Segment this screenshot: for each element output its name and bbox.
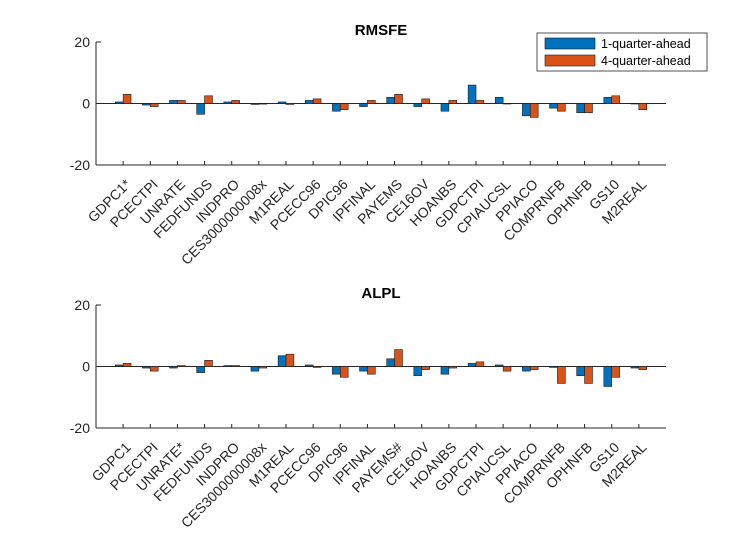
rmsfe-bar-series1-comprnfb — [549, 103, 558, 109]
rmsfe-bar-series2-ipfinal — [367, 100, 376, 104]
rmsfe-bar-series2-pcectpi — [149, 103, 159, 107]
alpl-bar-series1-pcecc96 — [304, 364, 314, 367]
legend-label-series1: 1-quarter-ahead — [601, 37, 691, 51]
alpl-bar-series1-pcectpi — [142, 366, 151, 369]
rmsfe-bar-series1-unrate — [169, 100, 178, 104]
rmsfe-bar-series1-m2real — [630, 103, 640, 105]
legend-swatch-series1 — [544, 37, 596, 50]
alpl-bar-series2-cpiaucsl — [502, 366, 512, 372]
rmsfe-bar-series2-fedfunds — [204, 95, 213, 104]
rmsfe-bar-series1-cpiaucsl — [494, 97, 504, 104]
rmsfe-bar-series1-gdpc1 — [114, 101, 124, 104]
alpl-bar-series1-dpic96 — [332, 366, 341, 375]
alpl-bar-series2-ipfinal — [367, 366, 376, 375]
alpl-bar-series2-dpic96 — [339, 366, 349, 378]
alpl-bar-series2-comprnfb — [557, 366, 566, 384]
rmsfe-bar-series1-fedfunds — [196, 103, 205, 115]
rmsfe-bar-series2-hoanbs — [448, 100, 458, 104]
rmsfe-y-tick-label: -20 — [70, 157, 90, 173]
alpl-bar-series1-comprnfb — [549, 366, 558, 368]
rmsfe-bar-series2-m2real — [638, 103, 648, 110]
rmsfe-bar-series2-unrate — [177, 100, 186, 104]
alpl-bar-series2-gdpctpi — [475, 361, 485, 367]
legend-label-series2: 4-quarter-ahead — [601, 54, 691, 68]
alpl-bar-series2-m1real — [285, 353, 295, 367]
alpl-bar-series1-hoanbs — [440, 366, 450, 375]
rmsfe-bar-series1-ppiaco — [522, 103, 531, 117]
rmsfe-bar-series1-pcectpi — [142, 103, 151, 106]
rmsfe-bar-series2-m1real — [285, 103, 295, 105]
rmsfe-bar-series1-hoanbs — [440, 103, 450, 112]
alpl-bar-series1-m2real — [630, 366, 640, 369]
alpl-bar-series2-m2real — [638, 366, 648, 370]
alpl-bar-series1-ce16ov — [413, 366, 423, 377]
rmsfe-bar-series1-ce16ov — [413, 103, 423, 107]
rmsfe-title: RMSFE — [355, 22, 408, 39]
rmsfe-y-tick-label: 0 — [82, 96, 90, 112]
alpl-bar-series1-gdpc1 — [114, 364, 124, 367]
alpl-bar-series2-gdpc1 — [122, 363, 132, 367]
alpl-bar-series2-hoanbs — [448, 366, 458, 369]
rmsfe-bar-series2-ce16ov — [421, 98, 430, 104]
alpl-chart: ALPL-20020GDPC1PCECTPIUNRATE*FEDFUNDSIND… — [70, 285, 666, 531]
rmsfe-bar-series1-gs10 — [603, 97, 613, 104]
alpl-bar-series2-fedfunds — [204, 360, 213, 367]
rmsfe-bar-series1-dpic96 — [332, 103, 341, 112]
rmsfe-y-tick-label: 20 — [74, 34, 90, 50]
rmsfe-bar-series2-indpro — [231, 100, 240, 104]
alpl-bar-series2-gs10 — [611, 366, 620, 378]
alpl-y-tick-label: 20 — [74, 297, 90, 313]
rmsfe-bar-series1-ces3000000008x — [250, 103, 260, 105]
alpl-bar-series2-ppiaco — [529, 366, 539, 370]
legend: 1-quarter-ahead 4-quarter-ahead — [536, 32, 708, 72]
rmsfe-bar-series2-pcecc96 — [312, 98, 322, 104]
alpl-bar-series1-ppiaco — [522, 366, 531, 372]
rmsfe-bar-series2-ppiaco — [529, 103, 539, 118]
alpl-bar-series1-gs10 — [603, 366, 613, 387]
alpl-bar-series1-ophnfb — [576, 366, 585, 377]
rmsfe-bar-series1-payems — [386, 97, 395, 104]
rmsfe-bar-series2-comprnfb — [557, 103, 566, 112]
alpl-y-tick-label: -20 — [70, 420, 90, 436]
alpl-bar-series1-indpro — [223, 365, 233, 367]
alpl-bar-series1-unrate — [169, 366, 178, 369]
alpl-y-tick-label: 0 — [82, 359, 90, 375]
rmsfe-bar-series1-pcecc96 — [304, 100, 314, 104]
alpl-bar-series2-pcecc96 — [312, 366, 322, 368]
rmsfe-bar-series2-payems — [394, 93, 403, 104]
rmsfe-bar-series1-gdpctpi — [467, 84, 477, 104]
alpl-bar-series2-unrate — [177, 365, 186, 367]
alpl-bar-series1-ces3000000008x — [250, 366, 260, 372]
rmsfe-bar-series2-gdpctpi — [475, 100, 485, 104]
alpl-bar-series1-ipfinal — [359, 366, 368, 372]
alpl-bar-series2-ophnfb — [584, 366, 593, 384]
rmsfe-bar-series1-ipfinal — [359, 103, 368, 107]
rmsfe-bar-series2-dpic96 — [339, 103, 349, 110]
rmsfe-bar-series2-gs10 — [611, 95, 620, 104]
alpl-bar-series2-pcectpi — [149, 366, 159, 372]
alpl-bar-series1-fedfunds — [196, 366, 205, 373]
alpl-bar-series1-m1real — [277, 355, 287, 367]
rmsfe-bar-series1-indpro — [223, 101, 233, 104]
rmsfe-bar-series2-ophnfb — [584, 103, 593, 114]
rmsfe-bar-series1-m1real — [277, 101, 287, 104]
rmsfe-bar-series2-gdpc1 — [122, 93, 132, 104]
alpl-bar-series1-payems — [386, 358, 395, 367]
alpl-bar-series2-ce16ov — [421, 366, 430, 370]
alpl-bar-series1-cpiaucsl — [494, 364, 504, 367]
alpl-bar-series2-indpro — [231, 365, 240, 367]
rmsfe-bar-series2-ces3000000008x — [258, 103, 268, 105]
legend-swatch-series2 — [544, 54, 596, 67]
rmsfe-bar-series2-cpiaucsl — [502, 103, 512, 105]
rmsfe-bar-series1-ophnfb — [576, 103, 585, 114]
alpl-bar-series2-payems — [394, 349, 403, 367]
alpl-bar-series1-gdpctpi — [467, 363, 477, 367]
alpl-bar-series2-ces3000000008x — [258, 366, 268, 369]
alpl-title: ALPL — [361, 285, 400, 302]
